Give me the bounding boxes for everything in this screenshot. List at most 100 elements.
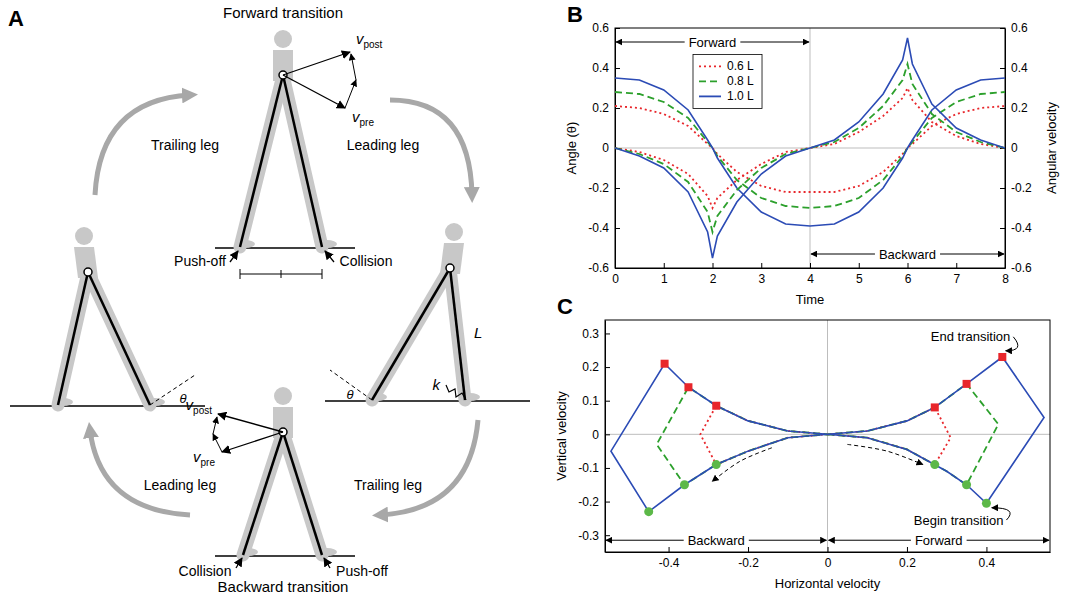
axis-line bbox=[605, 321, 606, 553]
leg bbox=[240, 75, 283, 247]
annotation-arrow bbox=[749, 540, 827, 541]
annotation-arrow bbox=[606, 540, 684, 541]
tick-mark bbox=[605, 367, 610, 368]
chart: -0.4-0.200.20.4-0.3-0.2-0.100.10.20.3Hor… bbox=[554, 294, 1051, 591]
axis-title: Angular velocity bbox=[1044, 102, 1059, 194]
tick: 0 bbox=[592, 428, 610, 442]
legend-label: 0.6 L bbox=[727, 59, 754, 73]
plot-frame bbox=[605, 320, 1050, 552]
point bbox=[962, 480, 971, 489]
impulse-arrow bbox=[213, 417, 217, 434]
tick-mark bbox=[1000, 268, 1005, 269]
point bbox=[712, 402, 720, 410]
tick-mark bbox=[615, 108, 620, 109]
diagram-title: Backward transition bbox=[218, 578, 349, 595]
tick-mark bbox=[748, 547, 749, 552]
tick-mark bbox=[615, 188, 620, 189]
leg-silhouette bbox=[283, 432, 322, 555]
body-silhouette bbox=[273, 407, 293, 438]
tick-mark bbox=[956, 263, 957, 268]
annotation-arrow bbox=[1006, 337, 1018, 351]
direction-arrow bbox=[847, 444, 922, 464]
tick-mark bbox=[1000, 108, 1005, 109]
tick-label: 0.4 bbox=[1011, 61, 1028, 75]
foot-silhouette bbox=[238, 548, 258, 556]
tick-mark bbox=[605, 502, 610, 503]
annotation: Begin transition bbox=[914, 513, 1004, 528]
leg bbox=[450, 268, 465, 400]
point bbox=[684, 383, 692, 391]
tick: -0.2 bbox=[738, 547, 759, 570]
leg-label: Leading leg bbox=[347, 137, 419, 153]
tick: -0.1 bbox=[578, 461, 610, 475]
tick-label: 0.4 bbox=[592, 61, 609, 75]
head-silhouette bbox=[75, 227, 93, 245]
tick-label: -0.4 bbox=[659, 556, 680, 570]
vector-subscript: pre bbox=[201, 457, 216, 468]
figure: AForward transitionTrailing legLeading l… bbox=[0, 0, 1071, 598]
tick: 0.3 bbox=[582, 327, 610, 341]
ground bbox=[215, 555, 355, 557]
x-axis: 012345678 bbox=[612, 263, 1009, 286]
annotation: End transition bbox=[931, 329, 1011, 344]
tick-label: 0.3 bbox=[582, 327, 599, 341]
tick: 0.1 bbox=[582, 394, 610, 408]
plot-frame bbox=[615, 28, 1005, 268]
tick-label: 0.2 bbox=[592, 101, 609, 115]
force-label: Collision bbox=[340, 253, 393, 269]
tick-label: 0 bbox=[1011, 141, 1018, 155]
tick-mark bbox=[605, 401, 610, 402]
axis-title: Time bbox=[796, 292, 824, 307]
leg-label: Trailing leg bbox=[354, 477, 422, 493]
tick-label: 0.2 bbox=[1011, 101, 1028, 115]
tick-label: -0.1 bbox=[578, 461, 599, 475]
force-arrow bbox=[325, 251, 334, 262]
annotation-arrow bbox=[829, 540, 911, 541]
tick: 0.2 bbox=[582, 360, 610, 374]
tick: 7 bbox=[953, 263, 960, 286]
point bbox=[680, 480, 689, 489]
cycle-arrow bbox=[390, 100, 472, 195]
tick-mark bbox=[1000, 228, 1005, 229]
tick-label: 7 bbox=[953, 272, 960, 286]
tick-label: 6 bbox=[905, 272, 912, 286]
series-line bbox=[615, 92, 1005, 208]
tick-label: 0 bbox=[602, 141, 609, 155]
annotation: Backward bbox=[879, 247, 936, 262]
tick-label: 5 bbox=[856, 272, 863, 286]
force-arrow bbox=[324, 558, 330, 568]
tick-mark bbox=[761, 263, 762, 268]
tick-mark bbox=[664, 263, 665, 268]
tick-label: 4 bbox=[807, 272, 814, 286]
tick: 6 bbox=[905, 263, 912, 286]
axis-line bbox=[1005, 29, 1006, 269]
leg bbox=[243, 432, 283, 555]
series-group bbox=[611, 353, 1044, 516]
tick: -0.6 bbox=[1000, 261, 1032, 275]
tick: 0.6 bbox=[1000, 21, 1028, 35]
impulse-arrow bbox=[351, 54, 356, 80]
tick-label: 2 bbox=[710, 272, 717, 286]
walker bbox=[367, 223, 480, 401]
annotation: Backward bbox=[688, 533, 745, 548]
annotation: Forward bbox=[915, 533, 963, 548]
legend-box bbox=[693, 54, 762, 108]
legend-swatch bbox=[699, 66, 721, 68]
tick-label: -0.6 bbox=[1011, 261, 1032, 275]
leg bbox=[283, 75, 322, 247]
body-silhouette bbox=[74, 247, 98, 278]
vector-label: vpost bbox=[356, 30, 383, 50]
tick: 0.2 bbox=[1000, 101, 1028, 115]
tick: 4 bbox=[807, 263, 814, 286]
cycle-arrow bbox=[380, 420, 478, 515]
panel-letter: C bbox=[557, 294, 573, 319]
spring bbox=[446, 385, 466, 400]
tick: -0.2 bbox=[578, 495, 610, 509]
tick-mark bbox=[907, 547, 908, 552]
angle-label: θ bbox=[346, 387, 353, 402]
velocity-arrow bbox=[283, 75, 345, 108]
point bbox=[661, 360, 669, 368]
impulse-arrow bbox=[213, 434, 222, 452]
walker bbox=[238, 387, 337, 556]
legend: 0.6 L0.8 L1.0 L bbox=[693, 54, 762, 108]
